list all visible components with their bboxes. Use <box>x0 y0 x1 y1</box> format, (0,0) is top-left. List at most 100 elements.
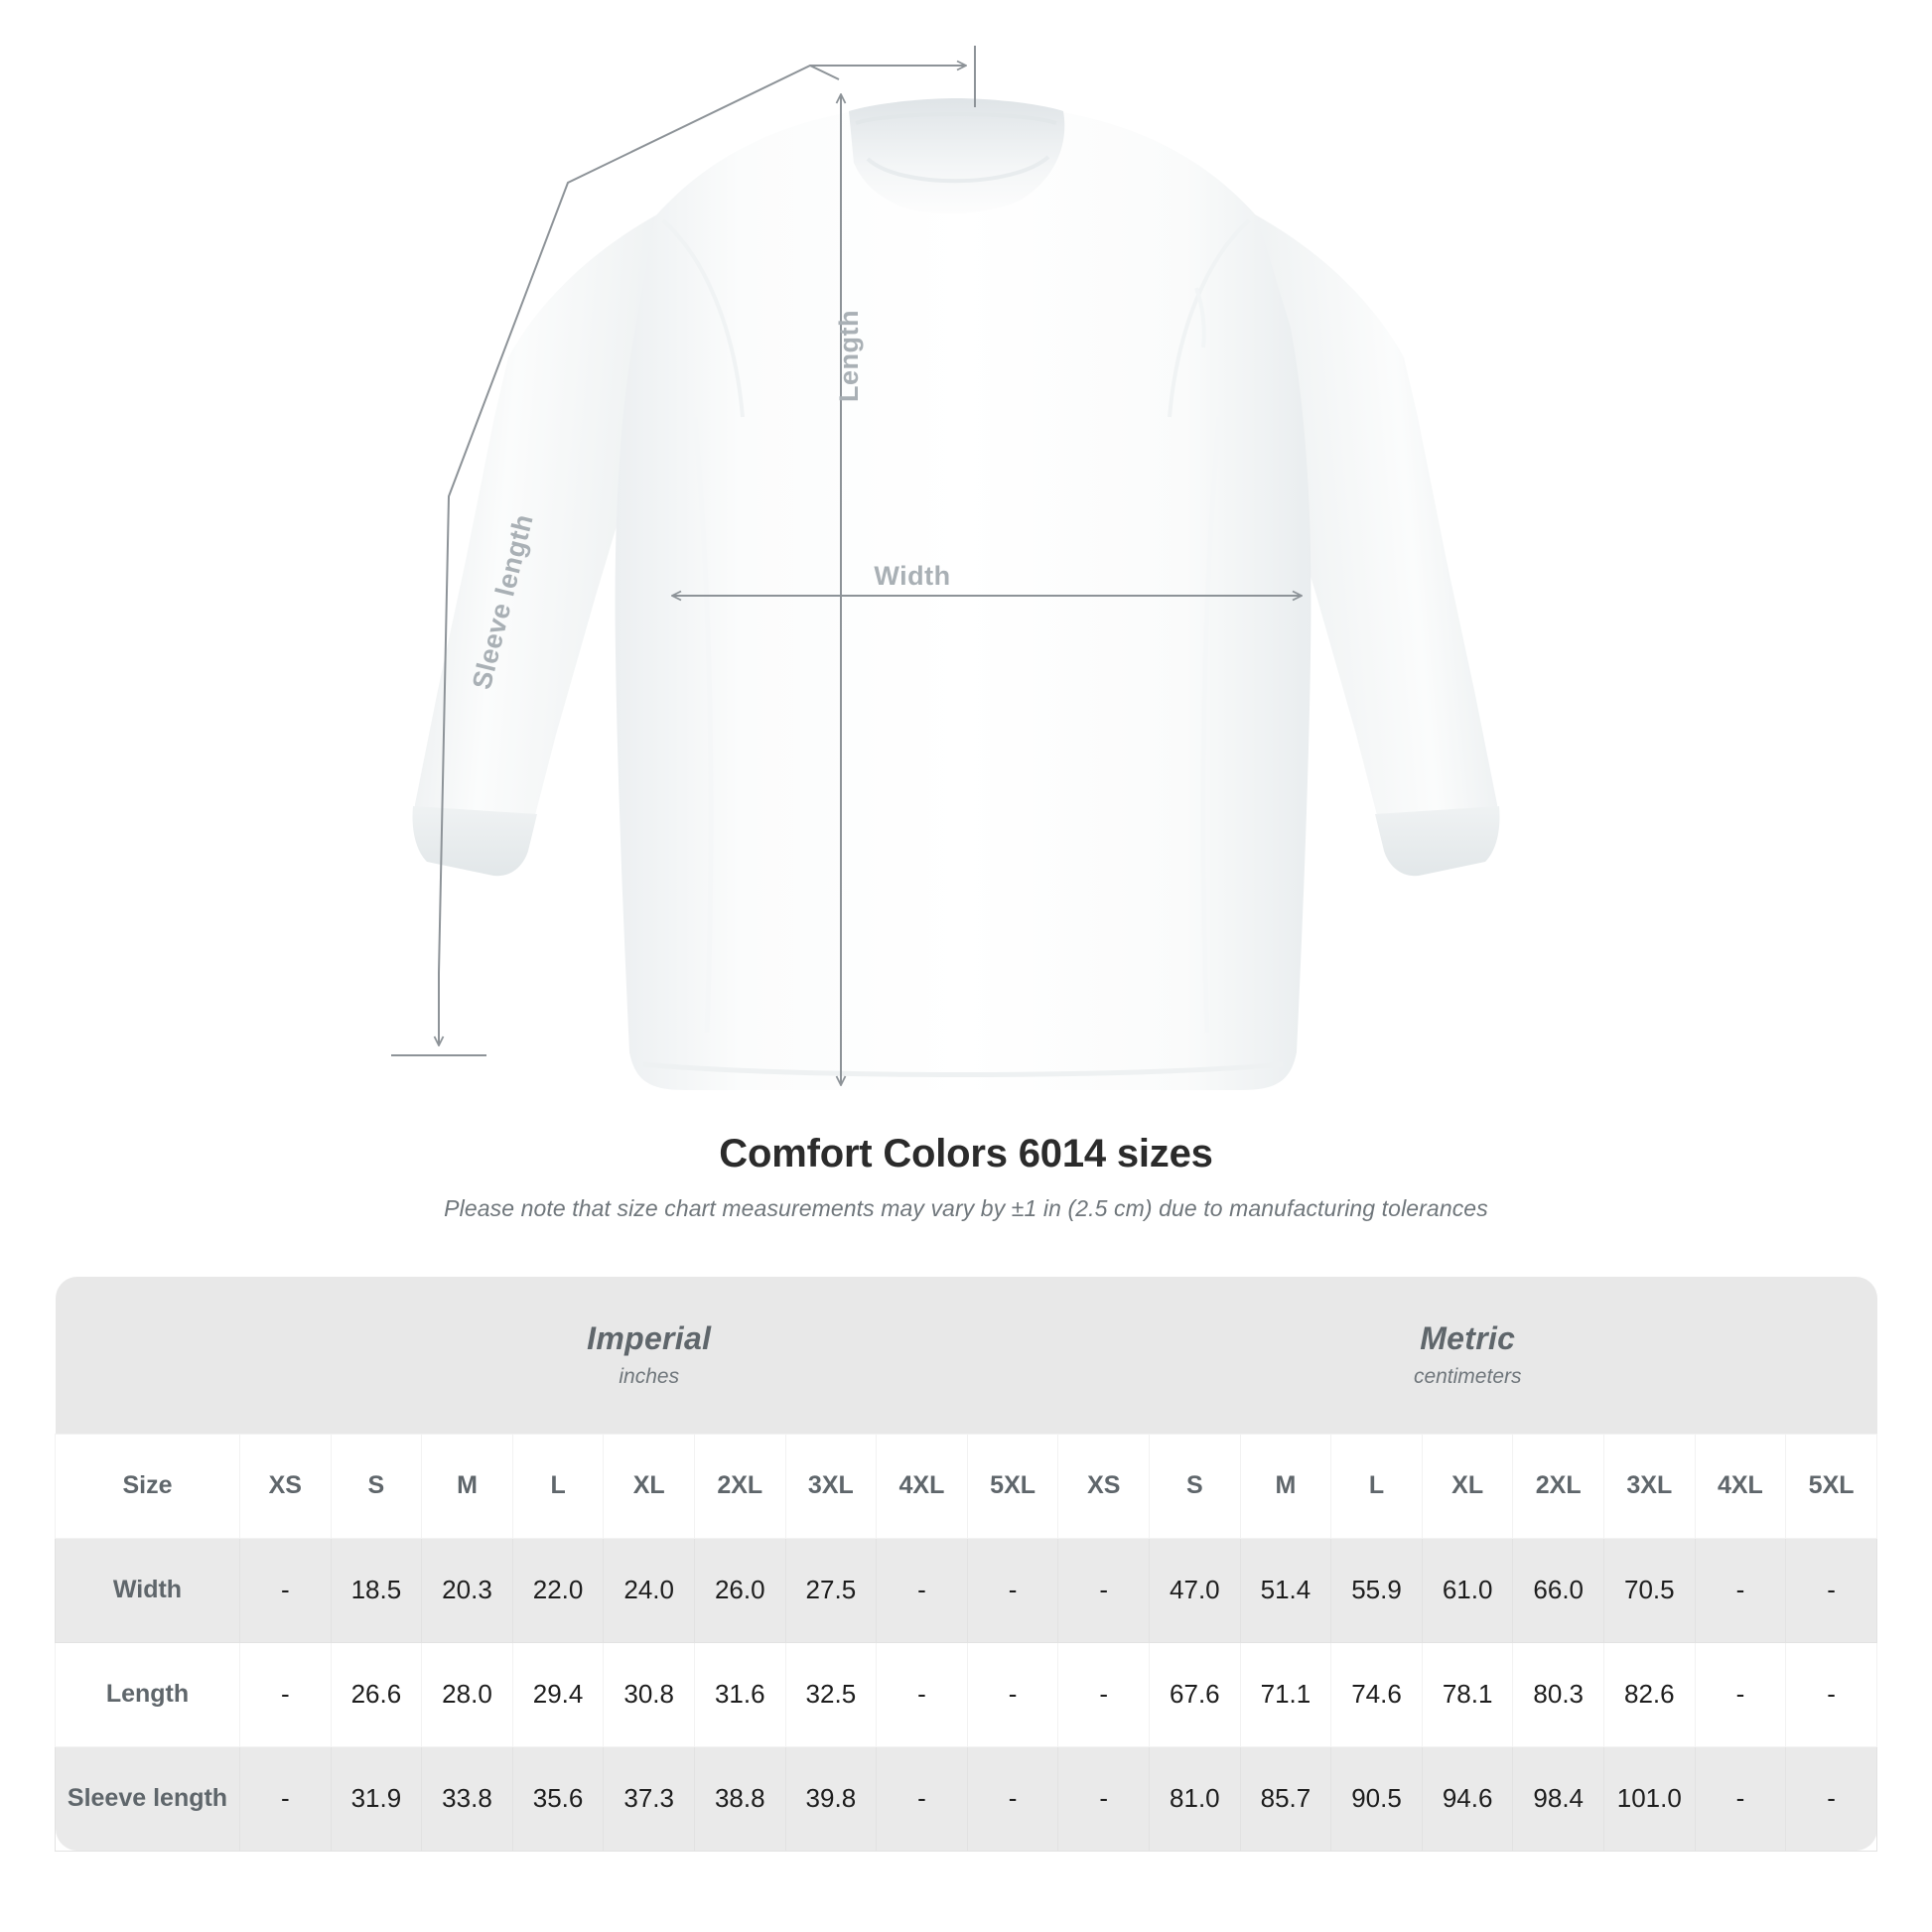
size-header-metric-l: L <box>1330 1433 1423 1539</box>
size-header-metric-s: S <box>1149 1433 1241 1539</box>
size-header-row: Size XS S M L XL 2XL 3XL 4XL 5XL XS S M … <box>55 1433 1877 1539</box>
cell-width-metric-m: 51.4 <box>1239 1537 1332 1643</box>
cell-length-metric-l: 74.6 <box>1330 1641 1423 1747</box>
row-label-width: Width <box>55 1537 240 1643</box>
cell-width-metric-xl: 61.0 <box>1421 1537 1514 1643</box>
cell-length-imperial-4xl: - <box>876 1641 968 1747</box>
size-header-metric-5xl: 5XL <box>1785 1433 1877 1539</box>
unit-name-metric: Metric <box>1420 1320 1516 1357</box>
cell-width-imperial-xs: - <box>239 1537 332 1643</box>
size-header-metric-m: M <box>1239 1433 1332 1539</box>
unit-banner-imperial: Imperial inches <box>239 1277 1058 1434</box>
cell-width-metric-3xl: 70.5 <box>1603 1537 1696 1643</box>
cell-length-metric-m: 71.1 <box>1239 1641 1332 1747</box>
cell-length-metric-s: 67.6 <box>1149 1641 1241 1747</box>
right-cuff <box>1375 806 1500 877</box>
right-sleeve <box>1253 213 1498 875</box>
right-shoulder-seam <box>1168 218 1251 418</box>
cell-width-metric-4xl: - <box>1694 1537 1787 1643</box>
cell-width-imperial-m: 20.3 <box>421 1537 513 1643</box>
cell-length-metric-3xl: 82.6 <box>1603 1641 1696 1747</box>
cell-width-imperial-4xl: - <box>876 1537 968 1643</box>
cell-width-imperial-l: 22.0 <box>511 1537 605 1643</box>
cell-length-imperial-3xl: 32.5 <box>784 1641 878 1747</box>
cell-length-metric-2xl: 80.3 <box>1512 1641 1605 1747</box>
cell-length-imperial-2xl: 31.6 <box>693 1641 786 1747</box>
size-header-metric-3xl: 3XL <box>1603 1433 1696 1539</box>
cell-sleeve-metric-xl: 94.6 <box>1421 1745 1514 1852</box>
size-header-imperial-s: S <box>330 1433 423 1539</box>
cell-sleeve-imperial-2xl: 38.8 <box>693 1745 786 1852</box>
table-row: Sleeve length - 31.9 33.8 35.6 37.3 38.8… <box>55 1745 1877 1852</box>
row-label-length: Length <box>55 1641 240 1747</box>
collar-seam <box>855 112 1057 125</box>
size-header-metric-4xl: 4XL <box>1694 1433 1787 1539</box>
page-title: Comfort Colors 6014 sizes <box>719 1132 1213 1175</box>
fold-left <box>692 416 714 1034</box>
size-header-metric-xs: XS <box>1057 1433 1151 1539</box>
size-header-imperial-xl: XL <box>603 1433 695 1539</box>
unit-banner-row: Imperial inches Metric centimeters <box>55 1277 1877 1434</box>
cell-sleeve-metric-2xl: 98.4 <box>1512 1745 1605 1852</box>
unit-sub-metric: centimeters <box>1413 1365 1522 1389</box>
cell-length-imperial-s: 26.6 <box>330 1641 423 1747</box>
cell-width-metric-l: 55.9 <box>1330 1537 1423 1643</box>
cell-length-metric-5xl: - <box>1785 1641 1877 1747</box>
fold-chest <box>1194 287 1206 348</box>
left-sleeve <box>414 213 659 875</box>
title-block: Comfort Colors 6014 sizes Please note th… <box>0 1132 1932 1222</box>
cell-length-imperial-5xl: - <box>966 1641 1059 1747</box>
cell-length-imperial-l: 29.4 <box>511 1641 605 1747</box>
cell-width-metric-xs: - <box>1057 1537 1151 1643</box>
size-header-imperial-3xl: 3XL <box>784 1433 878 1539</box>
left-cuff <box>412 806 537 877</box>
shirt-artwork <box>412 98 1500 1090</box>
table-row: Width - 18.5 20.3 22.0 24.0 26.0 27.5 - … <box>55 1537 1877 1643</box>
cell-sleeve-metric-m: 85.7 <box>1239 1745 1332 1852</box>
cell-sleeve-metric-xs: - <box>1057 1745 1151 1852</box>
cell-width-metric-s: 47.0 <box>1149 1537 1241 1643</box>
cell-length-metric-xs: - <box>1057 1641 1151 1747</box>
size-header-imperial-m: M <box>421 1433 513 1539</box>
size-header-imperial-l: L <box>511 1433 605 1539</box>
cell-sleeve-imperial-l: 35.6 <box>511 1745 605 1852</box>
cell-sleeve-metric-5xl: - <box>1785 1745 1877 1852</box>
cell-sleeve-imperial-4xl: - <box>876 1745 968 1852</box>
bottom-hem <box>642 1061 1284 1077</box>
unit-name-imperial: Imperial <box>587 1320 712 1357</box>
cell-length-metric-xl: 78.1 <box>1421 1641 1514 1747</box>
unit-sub-imperial: inches <box>619 1365 680 1389</box>
garment-diagram: Length Width Sleeve length <box>391 46 1500 1090</box>
fold-right <box>1200 416 1222 1034</box>
cell-sleeve-imperial-m: 33.8 <box>421 1745 513 1852</box>
cell-length-imperial-xl: 30.8 <box>603 1641 695 1747</box>
left-shoulder-seam <box>661 218 745 418</box>
unit-banner-metric: Metric centimeters <box>1057 1277 1877 1434</box>
collar-inner <box>866 155 1050 184</box>
cell-width-imperial-s: 18.5 <box>330 1537 423 1643</box>
cell-width-metric-2xl: 66.0 <box>1512 1537 1605 1643</box>
cell-sleeve-imperial-5xl: - <box>966 1745 1059 1852</box>
cell-length-imperial-xs: - <box>239 1641 332 1747</box>
cell-sleeve-imperial-s: 31.9 <box>330 1745 423 1852</box>
row-label-sleeve-length: Sleeve length <box>55 1745 240 1852</box>
size-table-wrapper: Imperial inches Metric centimeters Size … <box>55 1277 1877 1852</box>
cell-sleeve-imperial-3xl: 39.8 <box>784 1745 878 1852</box>
size-table: Imperial inches Metric centimeters Size … <box>55 1277 1877 1852</box>
collar <box>849 98 1065 214</box>
cell-sleeve-metric-l: 90.5 <box>1330 1745 1423 1852</box>
cell-sleeve-metric-s: 81.0 <box>1149 1745 1241 1852</box>
cell-length-imperial-m: 28.0 <box>421 1641 513 1747</box>
size-header-imperial-2xl: 2XL <box>693 1433 786 1539</box>
cell-width-imperial-2xl: 26.0 <box>693 1537 786 1643</box>
sleeve-leader-line <box>438 64 840 974</box>
garment-illustration <box>391 46 1500 1090</box>
size-header-imperial-xs: XS <box>239 1433 332 1539</box>
size-header-metric-xl: XL <box>1421 1433 1514 1539</box>
measurement-guides <box>391 46 1301 1084</box>
cell-width-imperial-xl: 24.0 <box>603 1537 695 1643</box>
size-header-label: Size <box>55 1433 240 1539</box>
length-label: Length <box>834 310 864 402</box>
cell-sleeve-imperial-xl: 37.3 <box>603 1745 695 1852</box>
